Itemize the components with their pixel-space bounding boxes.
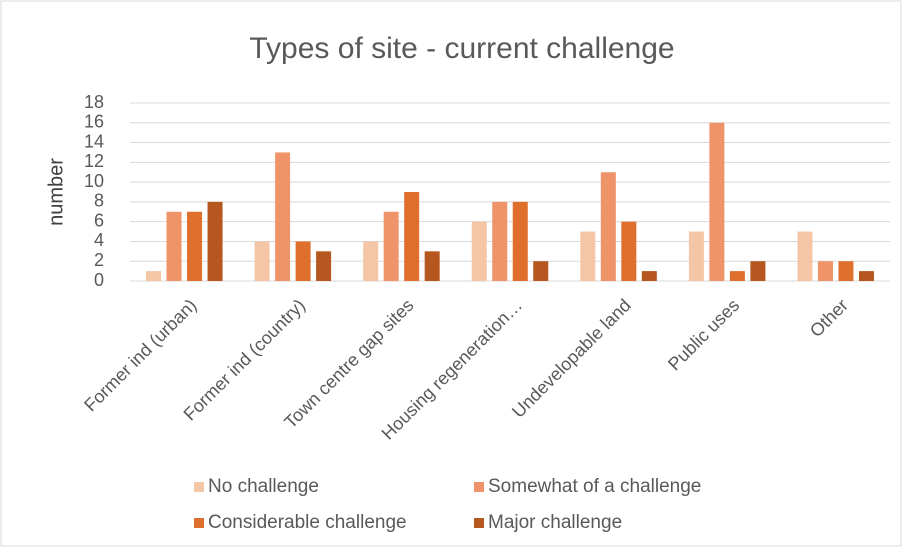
y-tick-label: 8 (94, 191, 104, 211)
bar (858, 271, 874, 281)
bar (709, 122, 725, 282)
bar (166, 211, 182, 281)
y-tick-label: 10 (84, 171, 104, 191)
chart-title: Types of site - current challenge (249, 32, 674, 65)
bar (363, 241, 379, 281)
bar (600, 172, 616, 281)
legend-label: Somewhat of a challenge (488, 476, 701, 497)
bar (146, 271, 162, 281)
bar (797, 231, 813, 281)
y-tick-label: 12 (84, 151, 104, 171)
y-tick-label: 4 (94, 230, 104, 250)
y-tick-label: 6 (94, 210, 104, 230)
bar (471, 221, 487, 281)
legend-label: No challenge (208, 476, 319, 497)
bar (404, 192, 420, 281)
bar (187, 211, 203, 281)
bar (817, 261, 833, 281)
bar (729, 271, 745, 281)
y-tick-label: 2 (94, 250, 104, 270)
bar (838, 261, 854, 281)
bar (533, 261, 549, 281)
bar (316, 251, 332, 281)
bar (641, 271, 657, 281)
y-tick-label: 16 (84, 112, 104, 132)
bar (275, 152, 291, 281)
bar (512, 201, 528, 281)
bar (492, 201, 508, 281)
legend-label: Major challenge (488, 512, 622, 533)
legend-swatch (194, 518, 204, 528)
bar (254, 241, 270, 281)
bar (424, 251, 440, 281)
bar (621, 221, 637, 281)
legend-label: Considerable challenge (208, 512, 407, 533)
y-axis-label: number (45, 158, 67, 226)
bar (688, 231, 704, 281)
legend-swatch (474, 518, 484, 528)
bar (750, 261, 766, 281)
y-tick-label: 14 (84, 131, 104, 151)
bar (207, 201, 223, 281)
bar (383, 211, 399, 281)
legend-swatch (194, 482, 204, 492)
bar (295, 241, 311, 281)
legend-swatch (474, 482, 484, 492)
y-tick-label: 0 (94, 270, 104, 290)
y-tick-label: 18 (84, 92, 104, 112)
bar (580, 231, 596, 281)
